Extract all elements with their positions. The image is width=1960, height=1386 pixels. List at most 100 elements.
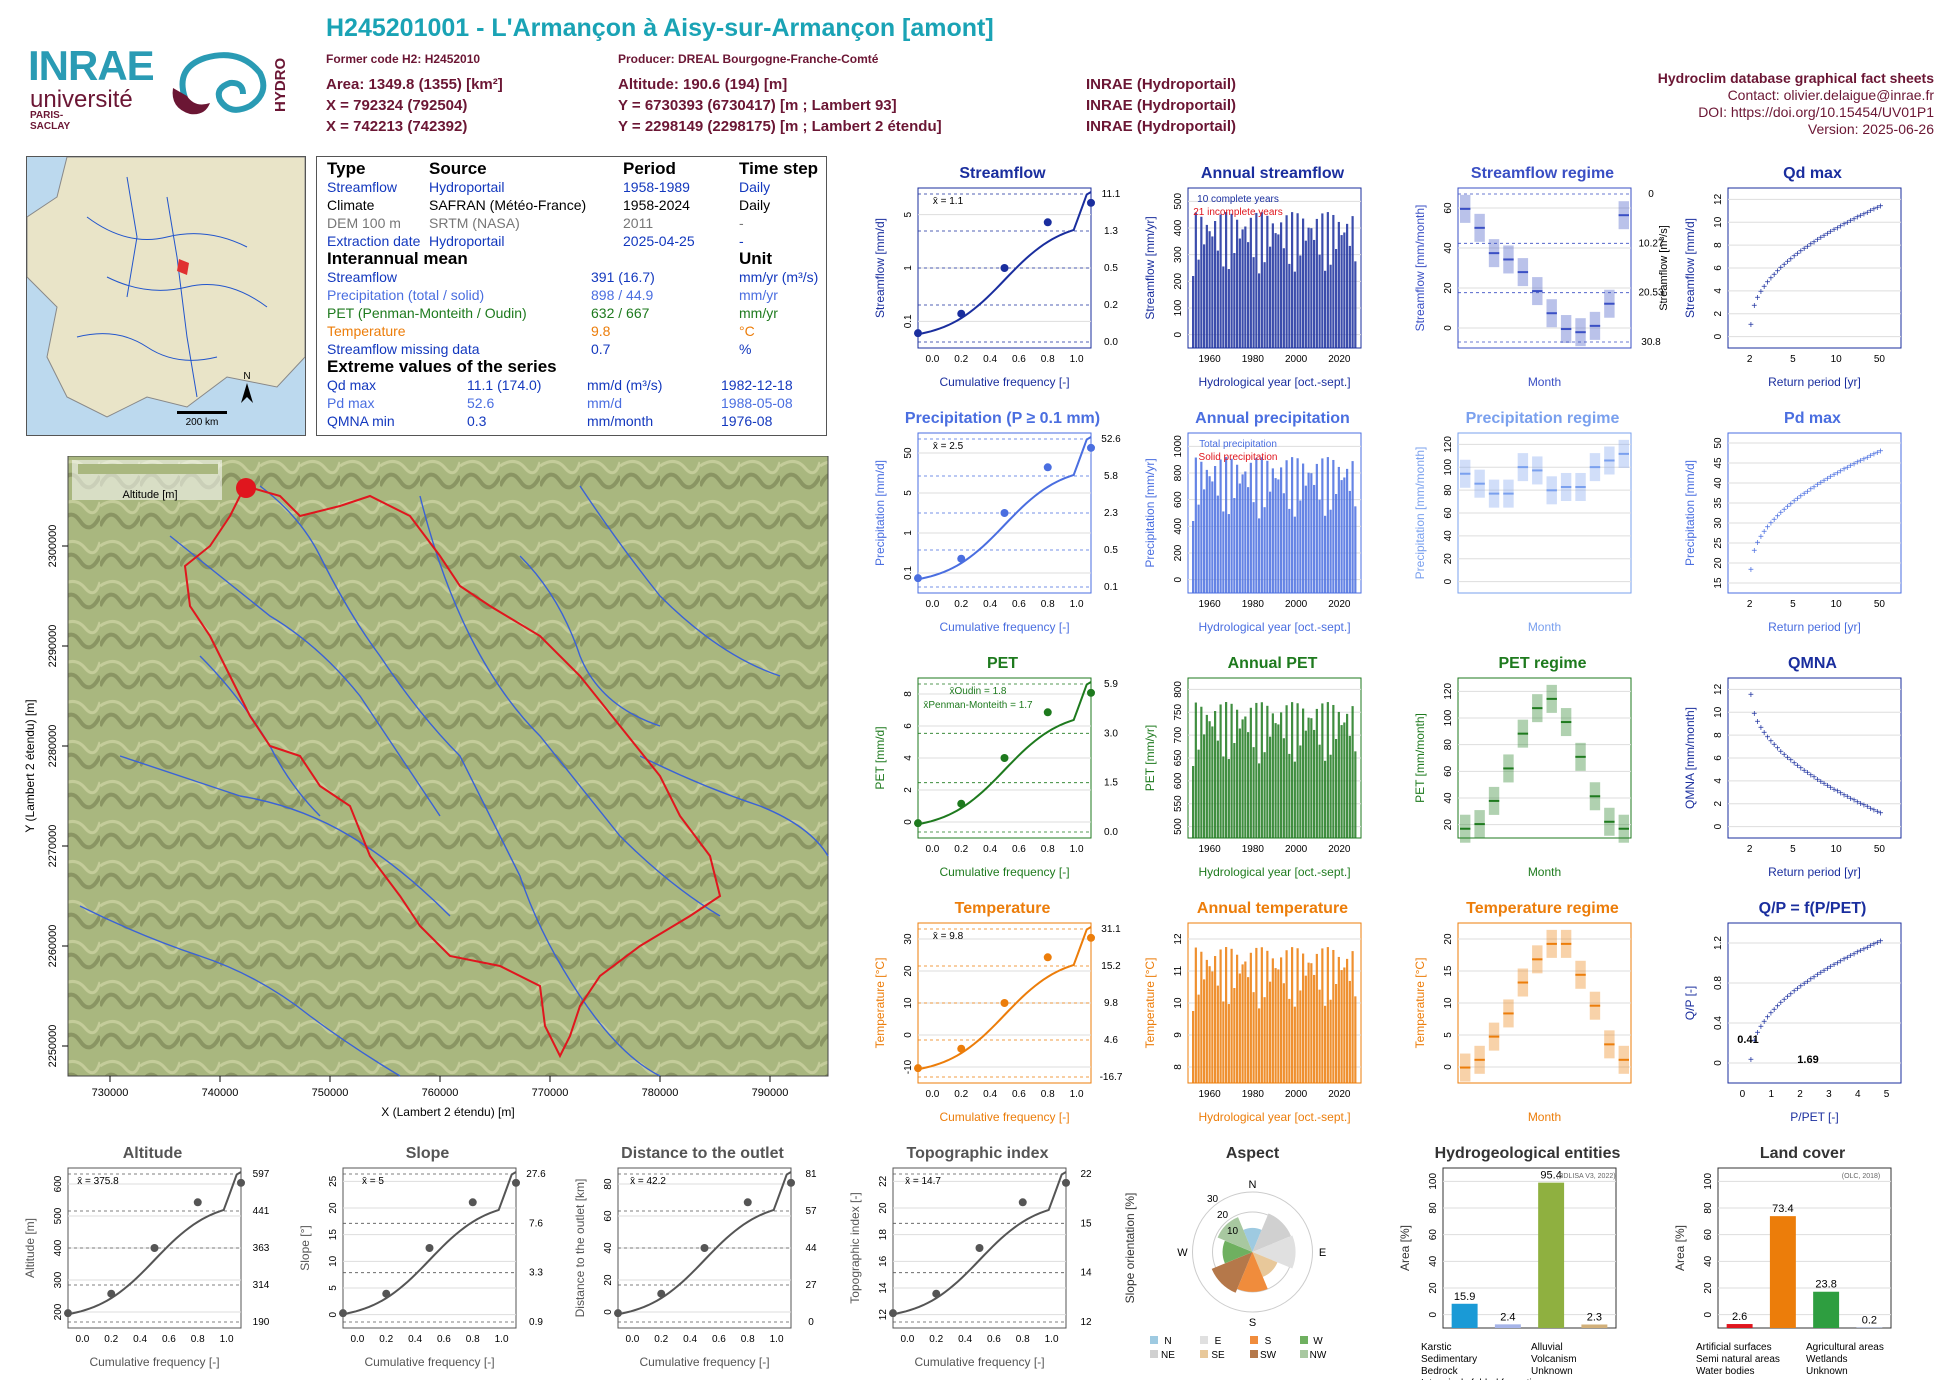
tick-label: 4.6 (1104, 1035, 1118, 1046)
map-xtick-label: 750000 (312, 1087, 349, 1099)
chart-title: PET (987, 655, 1018, 672)
tick-label: 0.5 (1104, 545, 1118, 556)
tick-label: 52.6 (1101, 434, 1121, 445)
annual-bar (1340, 235, 1343, 348)
annual-bar (1249, 952, 1252, 1083)
tick-label: 20 (878, 1202, 889, 1214)
y-axis-label: QMNA [mm/month] (1683, 707, 1697, 809)
doi-link[interactable]: DOI: https://doi.org/10.15454/UV01P1 (1698, 104, 1934, 120)
quantile-point (889, 1309, 897, 1318)
legend-entry: Volcanism (1531, 1354, 1577, 1365)
bar-value-label: 73.4 (1772, 1203, 1793, 1215)
france-minimap: 200 km N (26, 156, 306, 436)
scatter-point: + (1765, 1013, 1771, 1024)
tick-label: 0 (1703, 1311, 1714, 1317)
annual-bar (1277, 479, 1280, 593)
tick-label: 120 (1443, 436, 1454, 453)
annual-bar (1271, 223, 1274, 348)
annual-bar (1310, 963, 1313, 1083)
tick-label: 2000 (1285, 354, 1308, 365)
scatter-point: + (1854, 948, 1860, 959)
tick-label: 10 (1713, 216, 1724, 228)
annual-bar (1203, 244, 1206, 348)
annual-bar (1299, 745, 1302, 838)
tick-label: 800 (1173, 464, 1184, 481)
annual-bar (1225, 947, 1228, 1083)
scatter-point: + (1751, 301, 1757, 312)
annual-bar (1236, 464, 1239, 593)
tick-label: 0 (603, 1309, 614, 1315)
tick-label: 7.6 (529, 1218, 543, 1229)
annual-bar (1200, 706, 1203, 838)
legend-entry: N (1164, 1336, 1171, 1347)
legend-entry: Alluvial (1531, 1342, 1563, 1353)
altitude-chart: Altitude Cumulative frequency [-] Altitude… (23, 1145, 270, 1369)
scatter-point: + (1844, 218, 1850, 229)
aspect-sector (1222, 1240, 1253, 1264)
scatter-point: + (1765, 278, 1771, 289)
annual-bar (1285, 950, 1288, 1083)
table-cell: 0.7 (591, 341, 611, 357)
annual-bar (1321, 458, 1324, 593)
annual-bar (1348, 490, 1351, 593)
scatter-point: + (1801, 766, 1807, 777)
quantile-point (614, 1309, 622, 1318)
tick-label: 0.6 (1012, 844, 1026, 855)
tick-label: 0.4 (1713, 1016, 1724, 1030)
annual-bar (1260, 457, 1263, 593)
tick-label: 20 (328, 1202, 339, 1214)
legend-entry: Unknown (1806, 1366, 1848, 1377)
scatter-point: + (1858, 456, 1864, 467)
x-axis-label: Cumulative frequency [-] (939, 865, 1069, 879)
scatter-point: + (1871, 940, 1877, 951)
tick-label: 0.2 (954, 1089, 968, 1100)
scatter-point: + (1748, 690, 1754, 701)
table-cell: 2011 (623, 215, 654, 231)
scatter-point: + (1755, 1028, 1761, 1039)
legend-entry: x̄Oudin = 1.8 (950, 686, 1007, 697)
y-lambert2: Y = 2298149 (2298175) [m ; Lambert 2 éte… (618, 118, 942, 135)
scatter-point: + (1858, 211, 1864, 222)
scatter-point: + (1818, 777, 1824, 788)
station-title: H245201001 - L'Armançon à Aisy-sur-Arman… (326, 14, 994, 42)
tick-label: 314 (253, 1280, 270, 1291)
annual-bar (1203, 734, 1206, 838)
tick-label: 80 (1443, 739, 1454, 751)
annual-bar (1230, 703, 1233, 838)
annual-bar (1255, 702, 1258, 838)
map-ytick-label: 2300000 (47, 525, 59, 568)
tick-label: 10 (328, 1255, 339, 1267)
version: Version: 2025-06-26 (1807, 121, 1934, 137)
tick-label: 30.8 (1641, 337, 1661, 348)
legend-entry: Water bodies (1696, 1366, 1755, 1377)
annual-bar (1302, 708, 1305, 838)
table-cell: 11.1 (174.0) (467, 377, 542, 393)
scatter-point: + (1781, 505, 1787, 516)
category-bar (1494, 1324, 1521, 1328)
scatter-point: + (1768, 1009, 1774, 1020)
scatter-point: + (1815, 480, 1821, 491)
tick-label: 11.1 (1102, 189, 1121, 200)
annual-bar (1326, 702, 1329, 838)
scatter-point: + (1841, 465, 1847, 476)
tick-label: 0.2 (954, 354, 968, 365)
chart-title: Pd max (1784, 410, 1841, 427)
plot-frame (1457, 677, 1632, 839)
y-axis-label: PET [mm/month] (1413, 713, 1427, 803)
scatter-point: + (1758, 532, 1764, 543)
quantile-point (957, 309, 966, 318)
tick-label: 0.8 (1041, 1089, 1055, 1100)
legend-entry: Sedimentary (1421, 1354, 1477, 1365)
tick-label: 45 (1713, 457, 1724, 469)
annual-bar (1351, 706, 1354, 838)
scatter-point: + (1805, 487, 1811, 498)
annual-bar (1318, 989, 1321, 1083)
tick-label: 0.4 (133, 1334, 147, 1345)
scatter-point: + (1751, 546, 1757, 557)
legend-swatch (1300, 1336, 1308, 1344)
chart-title: Temperature (955, 900, 1051, 917)
qd_max-chart: Qd max Return period [yr] Streamflow [mm/d… (1683, 165, 1902, 389)
annual-bar (1247, 487, 1250, 593)
aspect-sector (1237, 1252, 1268, 1292)
annual-bar (1271, 713, 1274, 838)
